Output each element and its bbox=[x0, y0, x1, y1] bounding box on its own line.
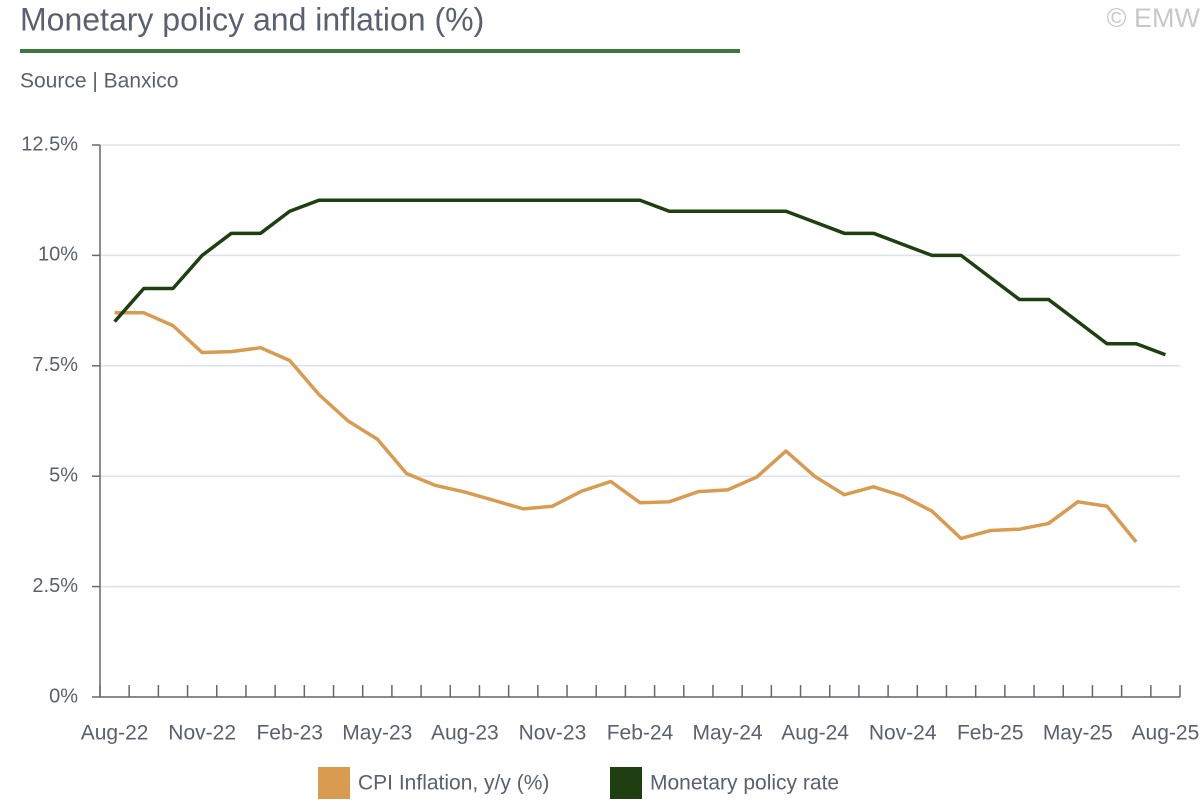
x-tick-label: Nov-22 bbox=[168, 722, 236, 745]
x-tick-label: Feb-23 bbox=[256, 722, 323, 745]
series-line bbox=[113, 198, 1167, 357]
x-tick-label: Aug-22 bbox=[81, 722, 149, 745]
y-tick-label: 0% bbox=[49, 685, 78, 707]
x-tick-label: May-23 bbox=[342, 722, 412, 745]
x-tick-label: Feb-24 bbox=[607, 722, 674, 745]
x-tick-label: May-25 bbox=[1043, 722, 1113, 745]
title-underline bbox=[20, 49, 740, 53]
legend-swatch bbox=[610, 767, 642, 799]
chart-title: Monetary policy and inflation (%) bbox=[20, 1, 484, 37]
series-line bbox=[114, 311, 1138, 544]
chart-subtitle: Source | Banxico bbox=[20, 70, 178, 93]
x-tick-label: Aug-23 bbox=[431, 722, 499, 745]
x-tick-label: Feb-25 bbox=[957, 722, 1024, 745]
legend-label: Monetary policy rate bbox=[650, 772, 839, 795]
legend-swatch bbox=[318, 767, 350, 799]
y-tick-label: 12.5% bbox=[21, 133, 78, 155]
legend-label: CPI Inflation, y/y (%) bbox=[358, 772, 549, 795]
x-tick-label: Nov-24 bbox=[869, 722, 937, 745]
x-tick-label: May-24 bbox=[693, 722, 763, 745]
y-tick-label: 5% bbox=[49, 464, 78, 486]
x-tick-label: Aug-24 bbox=[781, 722, 849, 745]
x-tick-label: Nov-23 bbox=[519, 722, 587, 745]
y-tick-label: 10% bbox=[38, 244, 78, 266]
y-tick-label: 7.5% bbox=[32, 354, 78, 376]
watermark: © EMW bbox=[1107, 3, 1200, 33]
x-tick-label: Aug-25 bbox=[1132, 722, 1200, 745]
y-tick-label: 2.5% bbox=[32, 575, 78, 597]
